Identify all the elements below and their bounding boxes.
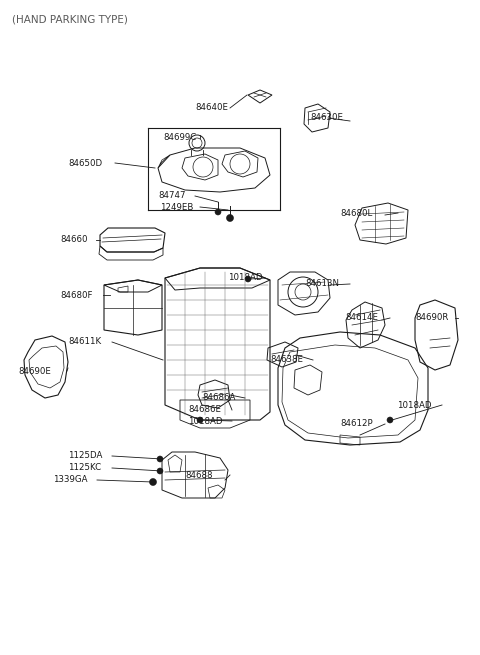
Text: 84660: 84660 [60, 236, 87, 244]
Text: 84688: 84688 [185, 470, 213, 479]
Circle shape [227, 214, 233, 221]
Text: 1339GA: 1339GA [53, 476, 87, 485]
Circle shape [197, 417, 203, 423]
Text: 84690R: 84690R [415, 314, 448, 322]
Text: 84747: 84747 [158, 191, 185, 200]
Text: (HAND PARKING TYPE): (HAND PARKING TYPE) [12, 14, 128, 24]
Text: 84680L: 84680L [340, 208, 372, 217]
Text: 1249EB: 1249EB [160, 202, 193, 212]
Text: 84613N: 84613N [305, 280, 339, 288]
Text: 1125DA: 1125DA [68, 451, 102, 460]
Circle shape [157, 456, 163, 462]
Text: 84612P: 84612P [340, 419, 372, 428]
Text: 1125KC: 1125KC [68, 464, 101, 472]
Text: 84686E: 84686E [188, 405, 221, 415]
Text: 84614E: 84614E [345, 314, 378, 322]
Circle shape [215, 209, 221, 215]
Circle shape [149, 479, 156, 485]
Text: 84680F: 84680F [60, 291, 93, 299]
Text: 1018AD: 1018AD [397, 400, 432, 409]
Text: 84686A: 84686A [202, 394, 235, 403]
Text: 84638E: 84638E [270, 356, 303, 364]
Text: 84640E: 84640E [195, 103, 228, 113]
Text: 84650D: 84650D [68, 159, 102, 168]
Text: 84630E: 84630E [310, 113, 343, 122]
Text: 1018AD: 1018AD [188, 417, 223, 426]
Text: 1018AD: 1018AD [228, 274, 263, 282]
Circle shape [245, 276, 251, 282]
Text: 84611K: 84611K [68, 337, 101, 346]
Text: 84690E: 84690E [18, 367, 51, 375]
Circle shape [157, 468, 163, 474]
Text: 84699C: 84699C [163, 134, 196, 143]
Circle shape [387, 417, 393, 423]
